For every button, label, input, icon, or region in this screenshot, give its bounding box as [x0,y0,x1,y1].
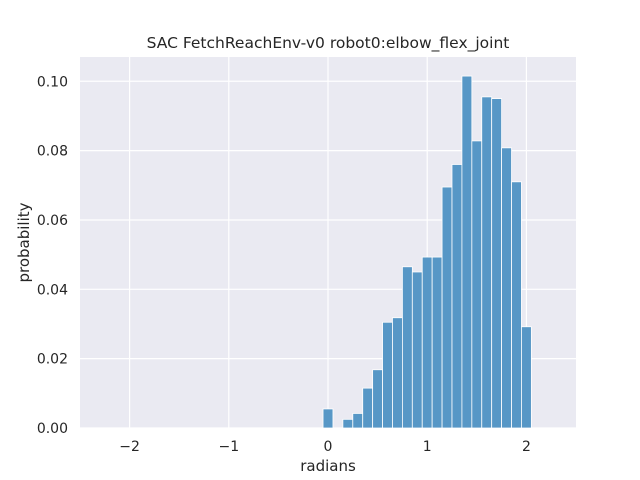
histogram-bar [342,418,354,429]
histogram-bar [382,321,393,429]
y-axis-label: probability [15,202,33,282]
y-tick-label: 0.10 [37,74,68,90]
x-tick-label: 2 [522,439,531,455]
histogram-bar [392,317,403,429]
y-tick-label: 0.08 [37,144,68,160]
histogram-bar [362,387,374,429]
histogram-bar [431,256,443,429]
histogram-bar [521,326,532,429]
tick-labels: −2 −1 0 1 2 0.00 0.02 0.04 0.06 0.08 0.10 [37,74,531,455]
x-tick-label: 0 [324,439,333,455]
histogram-bar [461,75,473,429]
histogram-bar [491,98,502,429]
histogram-bar [481,96,493,429]
histogram-bar [441,186,453,429]
y-tick-label: 0.02 [37,352,68,368]
histogram-bar [501,147,512,429]
x-tick-label: −2 [119,439,140,455]
histogram-bar [352,413,364,429]
histogram-bar [372,369,383,429]
y-tick-label: 0.04 [37,282,68,298]
chart-title: SAC FetchReachEnv-v0 robot0:elbow_flex_j… [147,34,510,53]
histogram-bar [322,408,334,429]
histogram-bars [322,75,532,429]
x-tick-label: 1 [423,439,432,455]
histogram-bar [511,181,522,429]
x-tick-label: −1 [218,439,239,455]
histogram-bar [471,140,483,429]
histogram-bar [411,271,423,429]
x-axis-label: radians [300,457,356,475]
histogram-bar [421,256,433,429]
histogram-bar [401,266,413,429]
y-tick-label: 0.00 [37,421,68,437]
histogram-bar [451,164,463,429]
y-tick-label: 0.06 [37,213,68,229]
